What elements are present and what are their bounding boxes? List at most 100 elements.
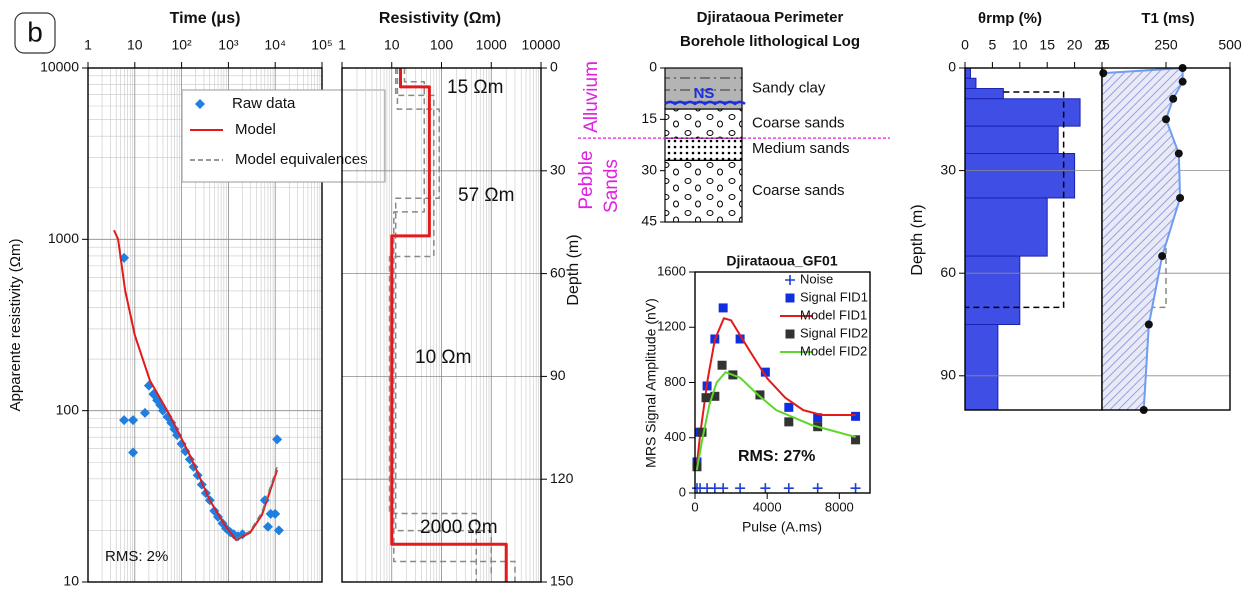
point xyxy=(1178,77,1187,86)
point xyxy=(784,417,794,427)
ylabel: Depth (m) xyxy=(909,204,926,275)
theta-layer xyxy=(964,77,977,90)
x-tick-label: 1 xyxy=(84,37,92,53)
point xyxy=(1174,149,1183,158)
point xyxy=(1099,69,1108,78)
x-tick-label: 0 xyxy=(961,37,969,53)
theta-layer xyxy=(964,67,971,79)
theta-layer xyxy=(964,98,1081,127)
y-tick-label: 0 xyxy=(550,59,558,75)
dashed-line xyxy=(388,68,478,582)
x-tick-label: 10⁴ xyxy=(264,37,286,53)
xlabel: Resistivity (Ωm) xyxy=(379,10,501,27)
y-tick-label: 800 xyxy=(664,374,686,389)
subtitle: Borehole lithological Log xyxy=(680,33,860,50)
point xyxy=(272,434,283,445)
legend-label: Signal FID1 xyxy=(800,289,868,304)
point xyxy=(784,402,794,412)
water-level xyxy=(664,100,746,106)
point xyxy=(812,483,823,494)
ylabel: Depth (m) xyxy=(565,234,582,305)
legend-marker xyxy=(195,99,205,109)
line xyxy=(113,229,279,541)
point xyxy=(851,435,861,445)
xlabel: Pulse (A.ms) xyxy=(742,519,822,535)
layer-name: Coarse sands xyxy=(752,115,845,132)
x-tick-label: 1000 xyxy=(476,37,507,53)
point xyxy=(139,407,150,418)
legend-label: Model xyxy=(235,121,276,138)
legend-label: Signal FID2 xyxy=(800,325,868,340)
point xyxy=(1144,320,1153,329)
point xyxy=(262,521,273,532)
lithology-layer xyxy=(664,137,743,161)
point xyxy=(850,483,861,494)
y-tick-label: 120 xyxy=(550,470,574,486)
x-tick-label: 8000 xyxy=(825,499,854,514)
dashed-line xyxy=(394,68,492,576)
y-tick-label: 1000 xyxy=(48,230,79,246)
lithology-layer xyxy=(664,159,743,223)
point xyxy=(697,427,707,437)
point xyxy=(1176,193,1185,202)
x-tick-label: 25 xyxy=(1094,37,1110,53)
y-tick-label: 90 xyxy=(550,367,566,383)
layer-label: 2000 Ωm xyxy=(420,517,498,538)
plot-frame xyxy=(694,271,871,494)
legend-label: Noise xyxy=(800,271,833,286)
dashed-line xyxy=(393,68,516,582)
layer-label: 10 Ωm xyxy=(415,347,471,368)
x-tick-label: 10 xyxy=(384,37,400,53)
x-tick-label: 500 xyxy=(1218,37,1242,53)
legend-marker xyxy=(785,275,795,285)
plot-frame xyxy=(341,67,542,583)
layer-label: 15 Ωm xyxy=(447,77,503,98)
title: θrmp (%) xyxy=(978,10,1042,27)
y-tick-label: 10000 xyxy=(40,59,79,75)
point xyxy=(760,367,770,377)
layer-label: 57 Ωm xyxy=(458,185,514,206)
y-tick-label: 150 xyxy=(550,573,574,589)
y-tick-label: 1200 xyxy=(657,319,686,334)
x-tick-label: 20 xyxy=(1067,37,1083,53)
x-tick-label: 250 xyxy=(1154,37,1178,53)
x-tick-label: 10 xyxy=(127,37,143,53)
point xyxy=(813,413,823,423)
legend-label: Model equivalences xyxy=(235,151,368,168)
point xyxy=(128,447,139,458)
title: T1 (ms) xyxy=(1141,10,1194,27)
y-tick-label: 1600 xyxy=(657,263,686,278)
line xyxy=(390,68,508,582)
point xyxy=(735,483,746,494)
theta-layer xyxy=(964,153,1076,199)
point xyxy=(851,411,861,421)
point xyxy=(119,415,130,426)
point xyxy=(783,483,794,494)
y-tick-label: 30 xyxy=(641,161,657,177)
y-tick-label: 0 xyxy=(948,59,956,75)
point xyxy=(755,390,765,400)
y-tick-label: 400 xyxy=(664,429,686,444)
y-tick-label: 10 xyxy=(63,573,79,589)
lithology-layer xyxy=(664,108,743,139)
line xyxy=(695,317,856,466)
annotation: RMS: 2% xyxy=(105,548,168,565)
layer-name: Coarse sands xyxy=(752,182,845,199)
plot-frame xyxy=(1101,67,1231,411)
point xyxy=(180,446,191,457)
dashed-line xyxy=(965,91,1065,309)
x-tick-label: 0 xyxy=(1098,37,1106,53)
point xyxy=(176,438,187,449)
y-tick-label: 60 xyxy=(940,264,956,280)
y-tick-label: 100 xyxy=(56,401,80,417)
line xyxy=(695,371,856,471)
theta-layer xyxy=(964,255,1021,326)
y-tick-label: 0 xyxy=(649,59,657,75)
x-tick-label: 5 xyxy=(989,37,997,53)
theta-layer xyxy=(964,88,1004,100)
y-tick-label: 90 xyxy=(940,367,956,383)
point xyxy=(718,483,729,494)
legend-label: Model FID1 xyxy=(800,307,867,322)
